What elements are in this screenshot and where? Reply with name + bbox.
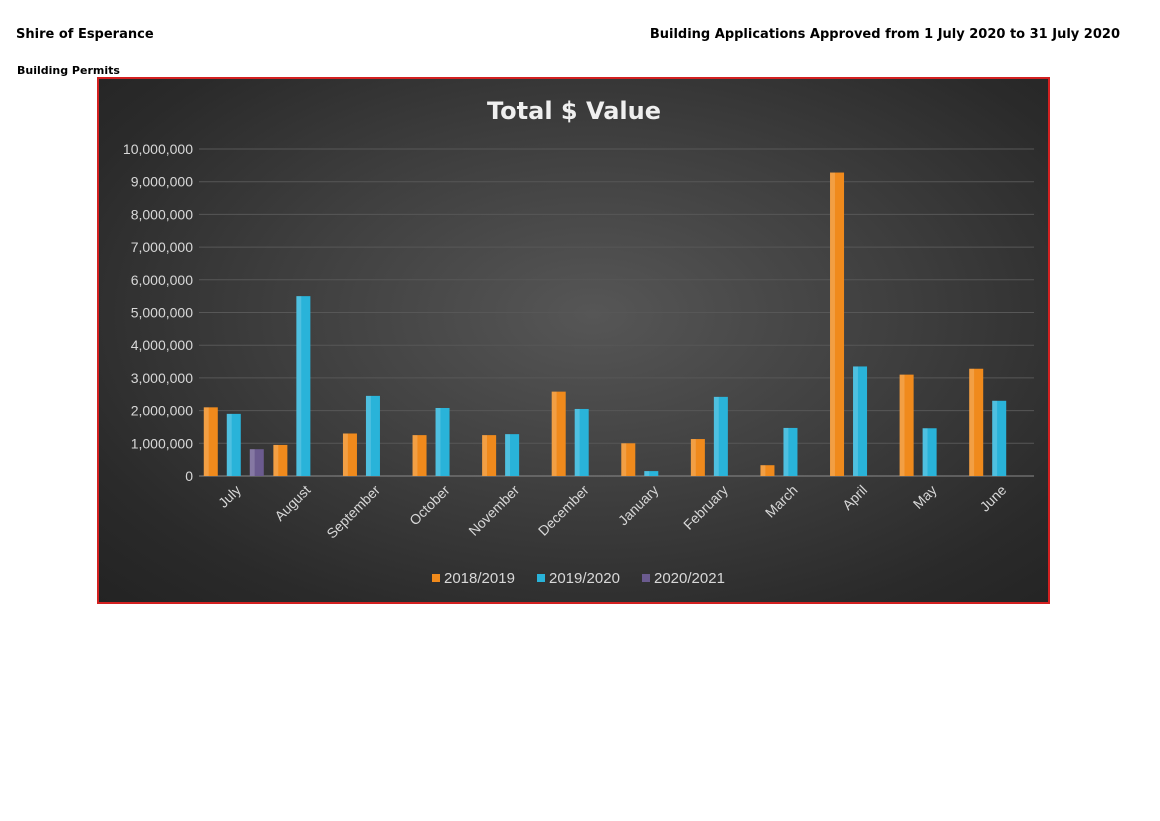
bar-highlight (574, 408, 580, 476)
legend-label: 2018/2019 (444, 570, 515, 587)
bar-chart: 0 1,000,000 2,000,000 3,000,000 4,000,000 5,0… (123, 97, 1034, 587)
legend-swatch-2020-2021 (642, 574, 650, 582)
y-tick-label: 10,000,000 (123, 141, 193, 157)
bar-2018-2019-september (342, 433, 357, 476)
y-tick-label: 6,000,000 (131, 272, 193, 288)
y-tick-label: 3,000,000 (131, 370, 193, 386)
y-tick-label: 8,000,000 (131, 206, 193, 222)
bar-2018-2019-june (969, 368, 984, 476)
x-tick-label: January (615, 482, 662, 529)
bar-2019-2020-november (505, 434, 520, 476)
legend: 2018/2019 2019/2020 2020/2021 (432, 570, 725, 587)
bar-2020-2021-july (249, 449, 264, 476)
x-tick-label: August (271, 482, 313, 524)
bar-2019-2020-august (296, 296, 311, 476)
bar-2019-2020-february (713, 396, 728, 476)
x-tick-label: July (215, 482, 244, 511)
x-tick-label: November (465, 482, 522, 539)
bar-highlight (922, 428, 928, 476)
bar-highlight (249, 449, 255, 476)
bar-2019-2020-january (644, 471, 659, 476)
bar-2019-2020-december (574, 408, 589, 476)
bar-2018-2019-january (621, 443, 636, 476)
bar-2018-2019-may (899, 374, 914, 476)
x-tick-label: February (680, 482, 731, 533)
bar-2018-2019-november (482, 435, 497, 476)
bar-2018-2019-july (203, 407, 218, 476)
bar-2018-2019-august (273, 444, 288, 476)
bar-highlight (992, 400, 998, 476)
bar-highlight (365, 395, 371, 476)
bar-highlight (412, 435, 418, 476)
bar-2019-2020-july (226, 413, 241, 476)
bar-2019-2020-june (992, 400, 1007, 476)
chart-title: Total $ Value (487, 97, 661, 125)
y-tick-label: 1,000,000 (131, 435, 193, 451)
report-title: Building Applications Approved from 1 Ju… (649, 27, 1120, 42)
bar-2019-2020-september (365, 395, 380, 476)
bar-highlight (830, 172, 835, 476)
bar-highlight (342, 433, 348, 476)
bar-highlight (482, 435, 488, 476)
gridlines (199, 148, 1034, 477)
bar-highlight (203, 407, 209, 476)
bar-highlight (273, 444, 279, 476)
bar-highlight (783, 427, 789, 476)
bar-highlight (853, 366, 858, 476)
bar-highlight (690, 439, 696, 476)
bar-2019-2020-march (783, 427, 798, 476)
legend-swatch-2019-2020 (537, 574, 545, 582)
bar-2018-2019-december (551, 391, 566, 476)
y-tick-label: 5,000,000 (131, 305, 193, 321)
bar-2018-2019-march (760, 465, 775, 476)
y-tick-label: 7,000,000 (131, 239, 193, 255)
bar-highlight (435, 407, 441, 476)
bar-2018-2019-april (830, 172, 845, 476)
bar-highlight (296, 296, 302, 476)
bar-highlight (505, 434, 511, 476)
bars (203, 172, 1007, 476)
bar-highlight (644, 471, 650, 476)
organisation-name: Shire of Esperance (16, 27, 154, 42)
legend-label: 2020/2021 (654, 570, 725, 587)
x-tick-label: December (535, 482, 592, 539)
x-tick-label: June (977, 482, 1010, 515)
bar-highlight (621, 443, 627, 476)
x-tick-label: October (406, 482, 453, 529)
bar-highlight (226, 413, 232, 476)
bar-2018-2019-october (412, 435, 427, 476)
section-title: Building Permits (17, 64, 120, 77)
legend-swatch-2018-2019 (432, 574, 440, 582)
x-axis-ticks: July August September October November Decemb… (215, 482, 1009, 542)
y-tick-label: 9,000,000 (131, 174, 193, 190)
x-tick-label: September (323, 482, 383, 542)
bar-highlight (969, 368, 975, 476)
y-axis-ticks: 0 1,000,000 2,000,000 3,000,000 4,000,000 5,0… (123, 141, 193, 484)
bar-highlight (899, 374, 905, 476)
x-tick-label: April (839, 482, 870, 513)
legend-label: 2019/2020 (549, 570, 620, 587)
y-tick-label: 4,000,000 (131, 337, 193, 353)
y-tick-label: 0 (185, 468, 193, 484)
x-tick-label: March (762, 482, 801, 521)
bar-2018-2019-february (690, 439, 705, 476)
bar-2019-2020-april (853, 366, 868, 476)
bar-highlight (713, 396, 719, 476)
y-tick-label: 2,000,000 (131, 403, 193, 419)
bar-2019-2020-may (922, 428, 937, 476)
bar-highlight (551, 391, 557, 476)
x-tick-label: May (910, 482, 940, 512)
chart-frame: 0 1,000,000 2,000,000 3,000,000 4,000,000 5,0… (97, 77, 1050, 604)
bar-2019-2020-october (435, 407, 450, 476)
bar-highlight (760, 465, 766, 476)
